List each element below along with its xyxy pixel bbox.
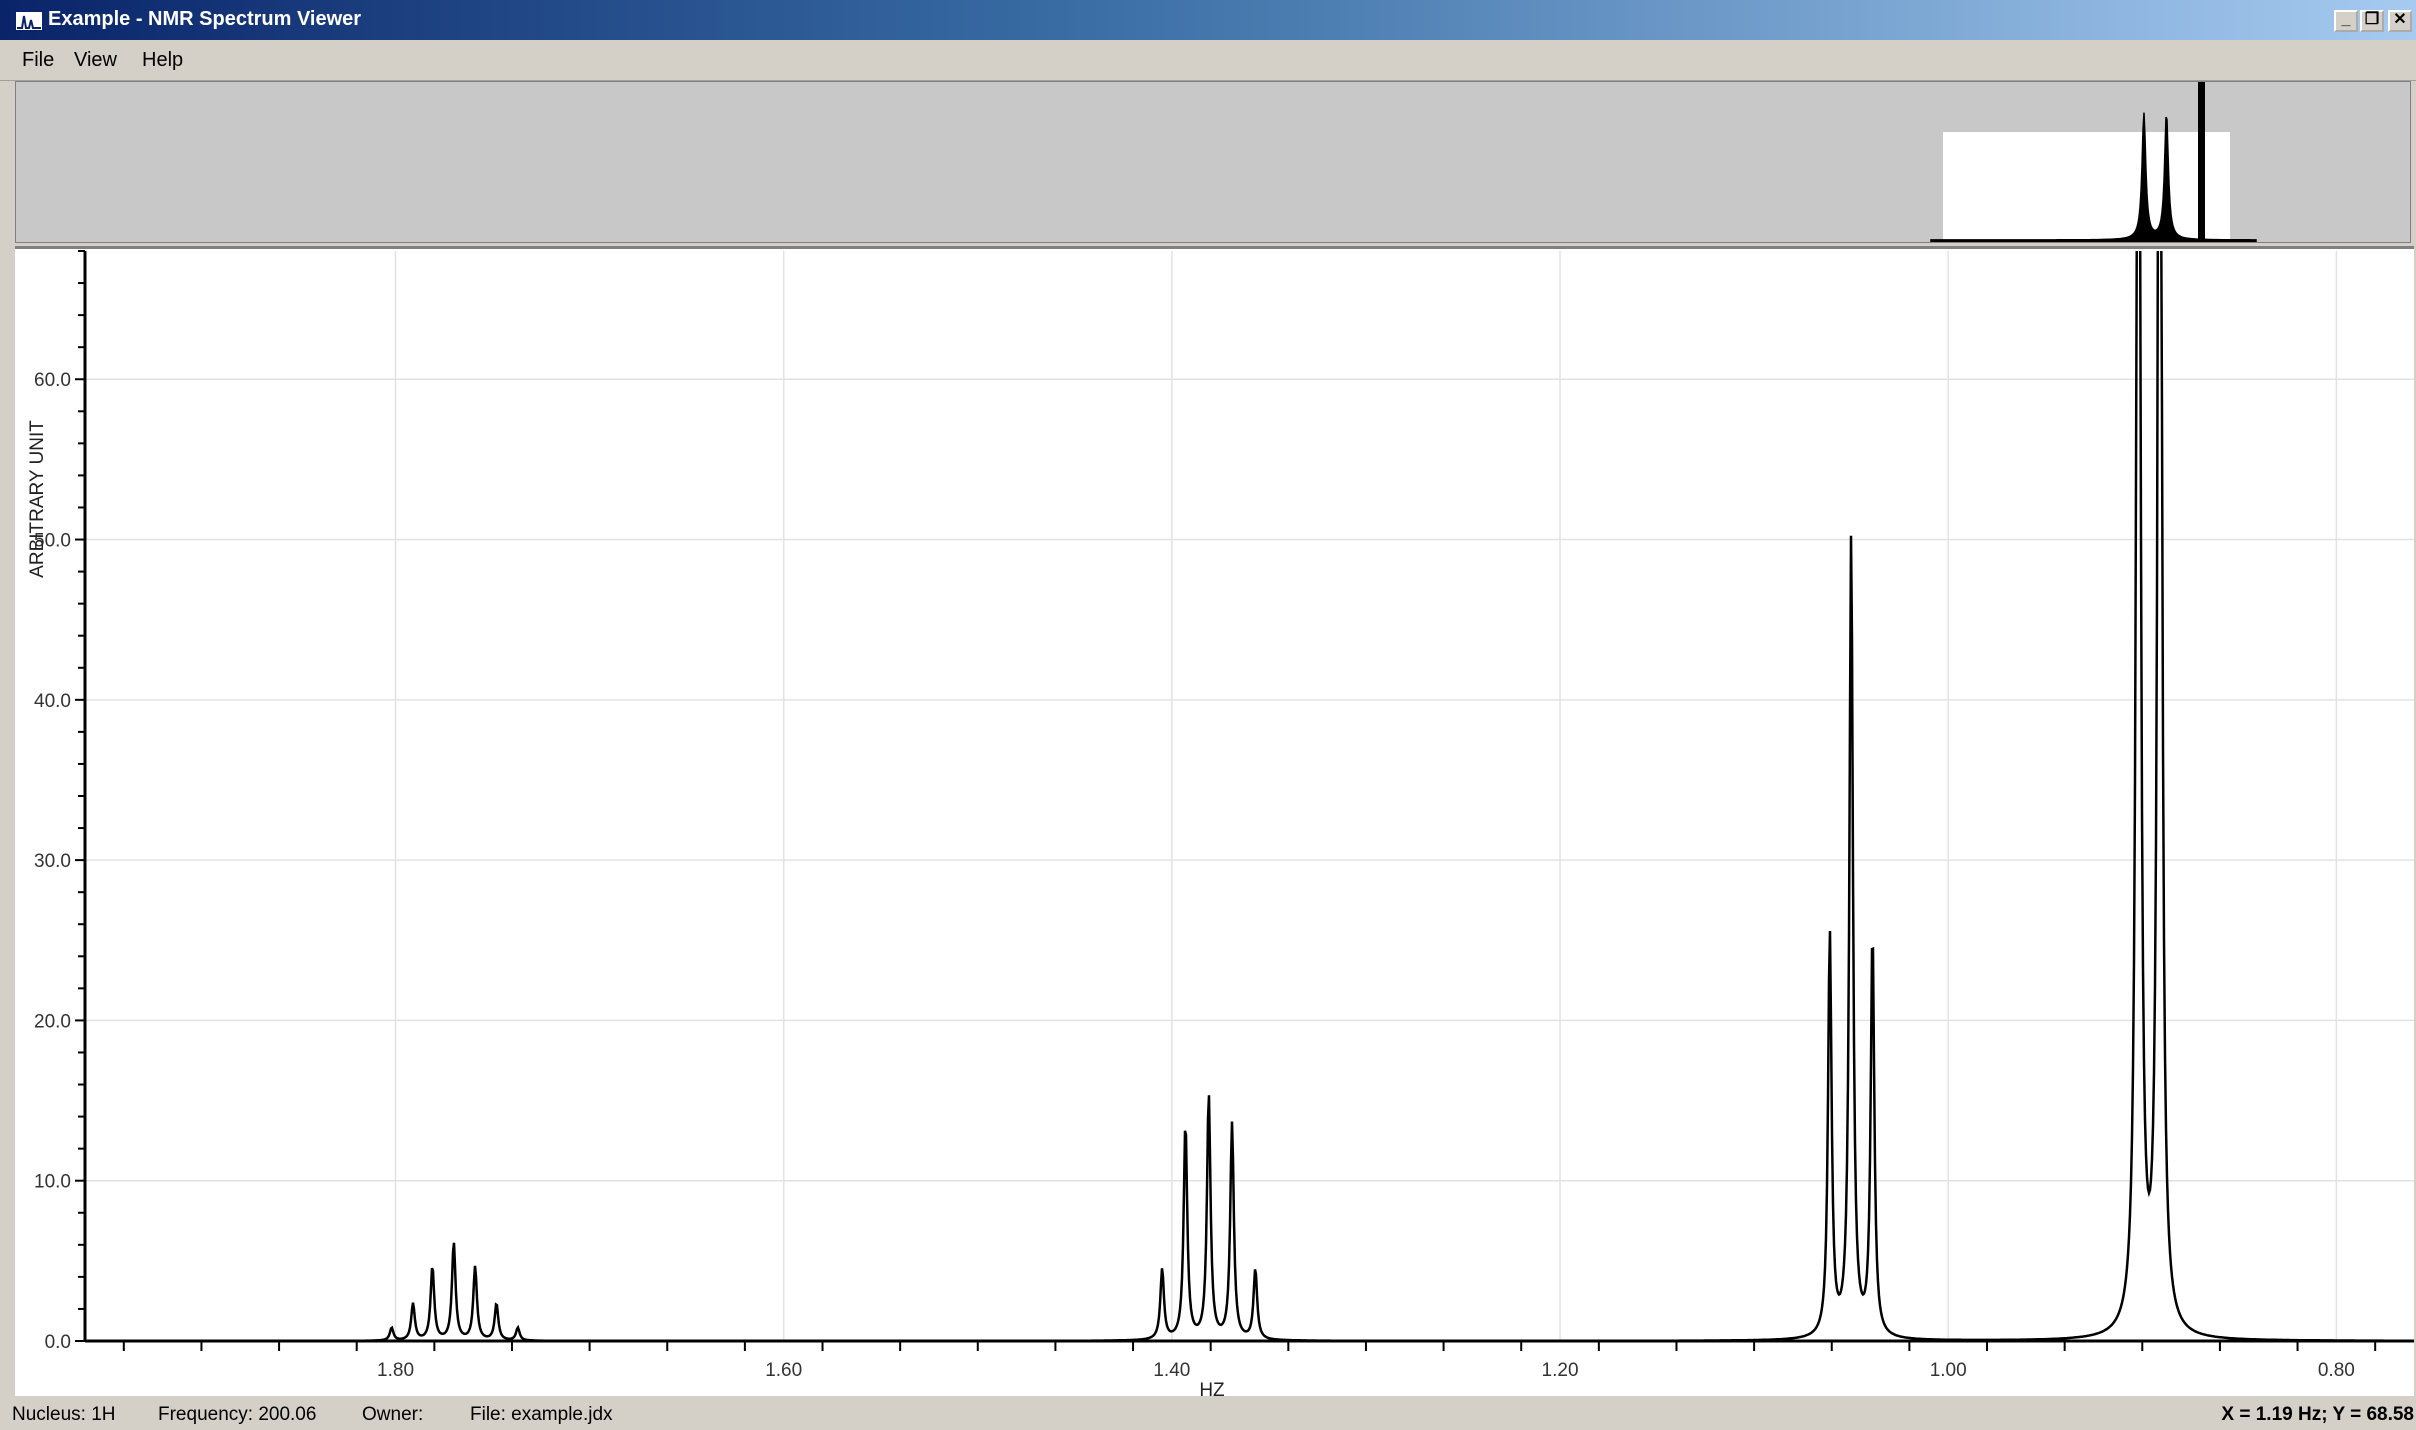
- minimize-button[interactable]: _: [2334, 10, 2358, 32]
- window-title: Example - NMR Spectrum Viewer: [48, 8, 362, 30]
- menu-file[interactable]: File: [22, 49, 55, 71]
- spectrum-icon: [14, 10, 44, 32]
- spectrum-chart[interactable]: 1.80 1.60 1.40 1.20 1.00 0.80 0.0 10.0 20.0 30.0 4…: [15, 249, 2414, 1399]
- x-axis-title: HZ: [1199, 1380, 1225, 1399]
- y-tick-label: 20.0: [34, 1011, 71, 1032]
- title-bar: Example - NMR Spectrum Viewer _ ❐ ✕: [0, 0, 2416, 40]
- menu-view[interactable]: View: [74, 49, 117, 71]
- spectrum-plot[interactable]: 1.80 1.60 1.40 1.20 1.00 0.80 0.0 10.0 20.0 30.0 4…: [15, 246, 2414, 1399]
- y-tick-label: 10.0: [34, 1172, 71, 1193]
- y-axis-title: ARBITRARY UNIT: [27, 420, 48, 578]
- y-tick-label: 60.0: [34, 370, 71, 391]
- overview-trace: [1930, 112, 2257, 242]
- status-bar: Nucleus: 1H Frequency: 200.06 Owner: Fil…: [0, 1396, 2416, 1430]
- overview-cursor-marker[interactable]: [2198, 82, 2205, 243]
- status-owner: Owner:: [362, 1404, 424, 1425]
- status-cursor-readout: X = 1.19 Hz; Y = 68.58: [2221, 1404, 2414, 1425]
- y-tick-label: 50.0: [34, 531, 71, 552]
- menu-bar: File View Help: [0, 40, 2416, 81]
- spectrum-trace: [85, 251, 2414, 1341]
- x-tick-label: 1.00: [1930, 1360, 1967, 1381]
- x-tick-label: 1.20: [1542, 1360, 1579, 1381]
- y-tick-label: 0.0: [45, 1332, 71, 1353]
- y-tick-label: 30.0: [34, 851, 71, 872]
- y-tick-label: 40.0: [34, 691, 71, 712]
- menu-help[interactable]: Help: [142, 49, 184, 71]
- x-tick-label: 1.60: [765, 1360, 802, 1381]
- x-tick-label: 1.40: [1153, 1360, 1190, 1381]
- status-nucleus: Nucleus: 1H: [12, 1404, 116, 1425]
- restore-button[interactable]: ❐: [2360, 10, 2384, 32]
- status-frequency: Frequency: 200.06: [158, 1404, 317, 1425]
- close-button[interactable]: ✕: [2388, 10, 2412, 32]
- overview-spectrum: [1930, 82, 2257, 243]
- status-file: File: example.jdx: [470, 1404, 613, 1425]
- x-tick-label: 0.80: [2318, 1360, 2355, 1381]
- overview-zoom-window[interactable]: [1943, 132, 2230, 242]
- spectrum-overview[interactable]: [15, 81, 2411, 243]
- x-tick-label: 1.80: [377, 1360, 414, 1381]
